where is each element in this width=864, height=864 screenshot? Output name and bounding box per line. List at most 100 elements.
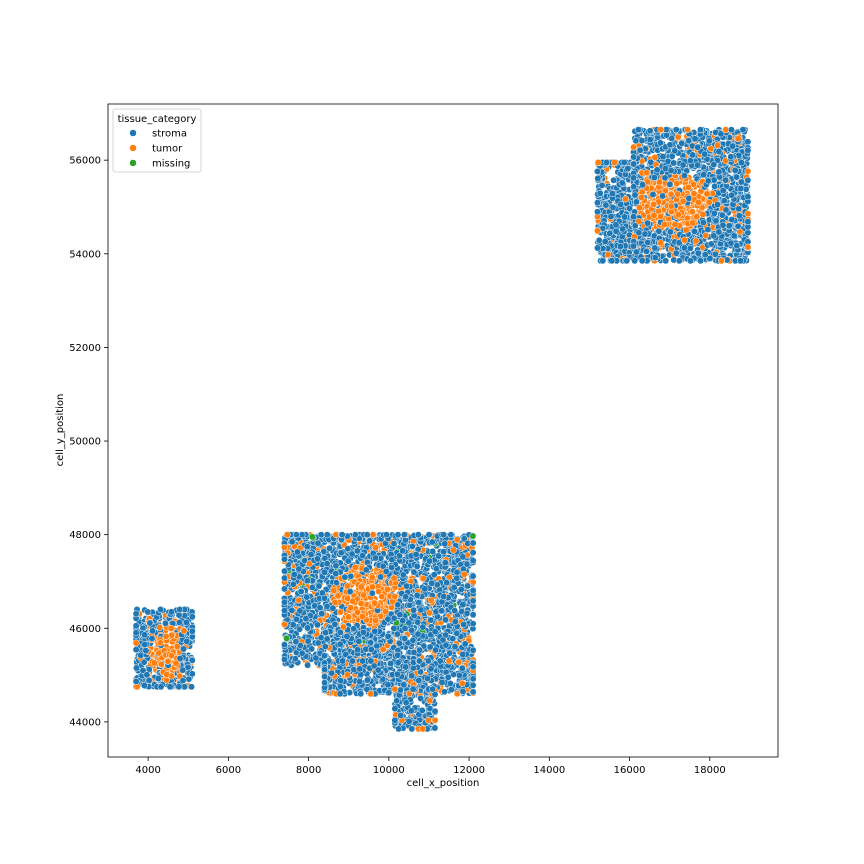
data-point-stroma	[439, 636, 447, 644]
data-point-stroma	[292, 638, 300, 646]
data-point-stroma	[388, 556, 396, 564]
data-point-tumor	[458, 679, 466, 687]
data-point-stroma	[594, 208, 601, 216]
data-point-stroma	[621, 213, 629, 221]
data-point-stroma	[428, 538, 436, 546]
data-point-stroma	[603, 159, 611, 166]
data-point-stroma	[419, 623, 427, 631]
data-point-stroma	[469, 572, 477, 580]
data-point-stroma	[607, 213, 615, 220]
data-point-stroma	[619, 225, 627, 233]
data-point-stroma	[388, 564, 396, 571]
data-point-stroma	[188, 656, 196, 664]
data-point-stroma	[432, 608, 440, 616]
data-point-tumor	[622, 195, 630, 203]
data-point-stroma	[432, 565, 440, 573]
data-point-tumor	[344, 594, 352, 602]
data-point-stroma	[436, 657, 444, 665]
data-point-stroma	[610, 176, 618, 184]
data-point-stroma	[405, 619, 413, 627]
data-point-stroma	[297, 588, 305, 595]
data-point-stroma	[281, 555, 288, 563]
data-point-tumor	[455, 658, 463, 666]
data-point-stroma	[188, 627, 196, 635]
data-point-stroma	[469, 646, 477, 654]
data-point-stroma	[424, 657, 432, 665]
data-point-stroma	[414, 531, 422, 539]
data-point-stroma	[339, 657, 347, 665]
data-point-stroma	[141, 631, 149, 639]
data-point-tumor	[330, 587, 338, 594]
data-point-stroma	[179, 666, 187, 674]
data-point-tumor	[173, 643, 181, 650]
data-point-tumor	[594, 159, 602, 166]
data-point-stroma	[281, 567, 288, 575]
data-point-stroma	[292, 531, 300, 539]
data-point-tumor	[157, 660, 165, 668]
data-point-tumor	[427, 596, 435, 604]
data-point-stroma	[281, 585, 288, 593]
data-point-tumor	[445, 657, 453, 665]
data-point-stroma	[292, 615, 300, 623]
data-point-stroma	[428, 579, 436, 587]
data-point-stroma	[383, 531, 390, 539]
data-point-stroma	[469, 597, 477, 605]
data-point-stroma	[304, 661, 312, 669]
data-point-stroma	[401, 635, 409, 642]
data-point-tumor	[368, 583, 376, 591]
data-point-stroma	[461, 640, 469, 648]
data-point-stroma	[453, 568, 461, 576]
data-point-stroma	[304, 624, 312, 632]
data-point-stroma	[396, 611, 404, 619]
data-point-stroma	[347, 572, 355, 580]
data-point-stroma	[308, 583, 316, 591]
data-point-tumor	[168, 652, 176, 660]
data-point-stroma	[609, 190, 617, 198]
data-point-stroma	[414, 618, 422, 626]
data-point-tumor	[163, 670, 171, 678]
data-point-stroma	[412, 550, 420, 558]
data-point-stroma	[384, 632, 392, 640]
data-point-stroma	[408, 725, 416, 733]
data-point-stroma	[362, 566, 370, 574]
data-point-stroma	[157, 683, 165, 691]
data-point-tumor	[167, 625, 175, 632]
data-point-tumor	[453, 536, 461, 544]
data-point-stroma	[176, 655, 184, 662]
data-point-stroma	[344, 557, 352, 565]
data-point-stroma	[424, 675, 432, 682]
data-point-stroma	[469, 611, 477, 619]
data-point-stroma	[176, 606, 184, 613]
data-point-stroma	[356, 678, 364, 686]
data-point-stroma	[281, 607, 288, 614]
data-point-tumor	[369, 531, 377, 539]
data-point-stroma	[148, 635, 156, 642]
data-point-stroma	[188, 613, 196, 621]
data-point-stroma	[408, 626, 416, 634]
data-point-stroma	[448, 686, 455, 694]
data-point-stroma	[350, 666, 358, 674]
data-point-stroma	[149, 627, 157, 635]
data-point-stroma	[409, 685, 417, 693]
data-point-stroma	[175, 683, 183, 691]
data-point-tumor	[281, 621, 288, 628]
data-point-tumor	[164, 657, 172, 665]
data-point-stroma	[402, 699, 410, 707]
data-point-stroma	[624, 165, 632, 173]
data-point-tumor	[391, 593, 399, 601]
data-point-tumor	[604, 251, 612, 259]
data-point-stroma	[401, 624, 409, 632]
data-point-stroma	[438, 607, 446, 615]
data-point-stroma	[460, 621, 468, 628]
data-point-stroma	[453, 629, 461, 637]
data-point-stroma	[425, 531, 433, 539]
data-point-stroma	[304, 637, 312, 645]
data-point-stroma	[318, 589, 326, 597]
data-point-stroma	[441, 540, 449, 548]
data-point-stroma	[368, 589, 376, 597]
data-point-stroma	[451, 643, 459, 651]
data-point-tumor	[367, 690, 375, 698]
data-point-stroma	[290, 571, 298, 578]
data-point-stroma	[442, 616, 449, 624]
data-point-tumor	[419, 575, 427, 582]
